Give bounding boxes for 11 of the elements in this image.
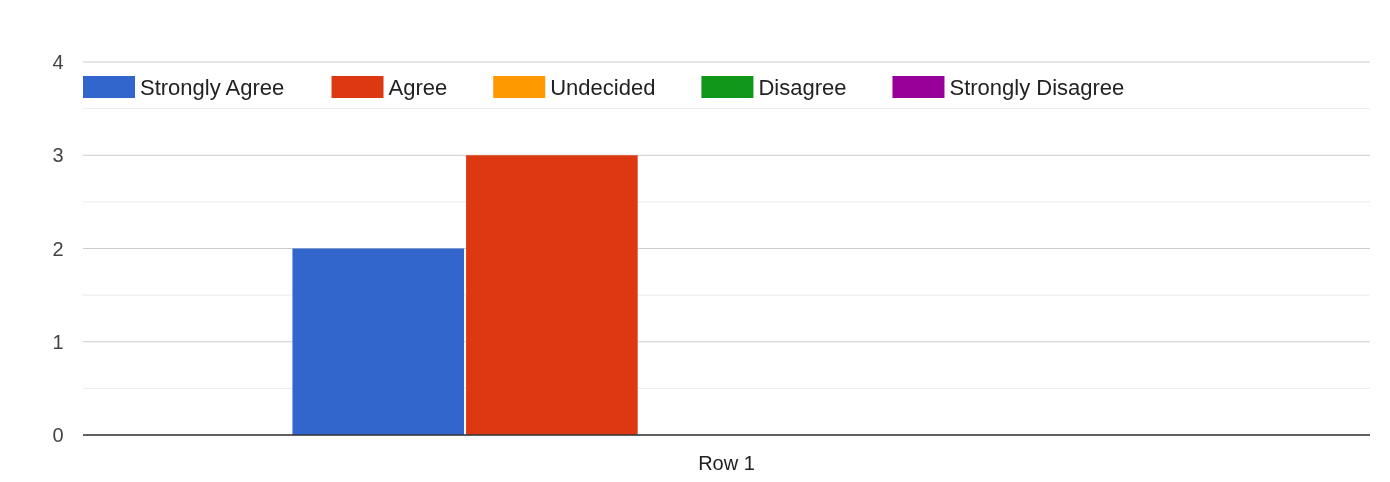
legend-label: Strongly Disagree — [949, 74, 1125, 100]
y-tick-label: 2 — [52, 237, 64, 260]
y-tick-label: 4 — [52, 51, 64, 73]
y-tick-label: 0 — [52, 424, 64, 446]
y-tick-label: 3 — [52, 144, 64, 167]
legend-label: Disagree — [758, 74, 847, 100]
legend-label: Undecided — [550, 74, 656, 100]
legend-label: Agree — [388, 74, 448, 100]
x-tick-label: Row 1 — [698, 452, 755, 474]
legend-label: Strongly Agree — [140, 74, 285, 100]
y-tick-label: 1 — [52, 330, 64, 353]
